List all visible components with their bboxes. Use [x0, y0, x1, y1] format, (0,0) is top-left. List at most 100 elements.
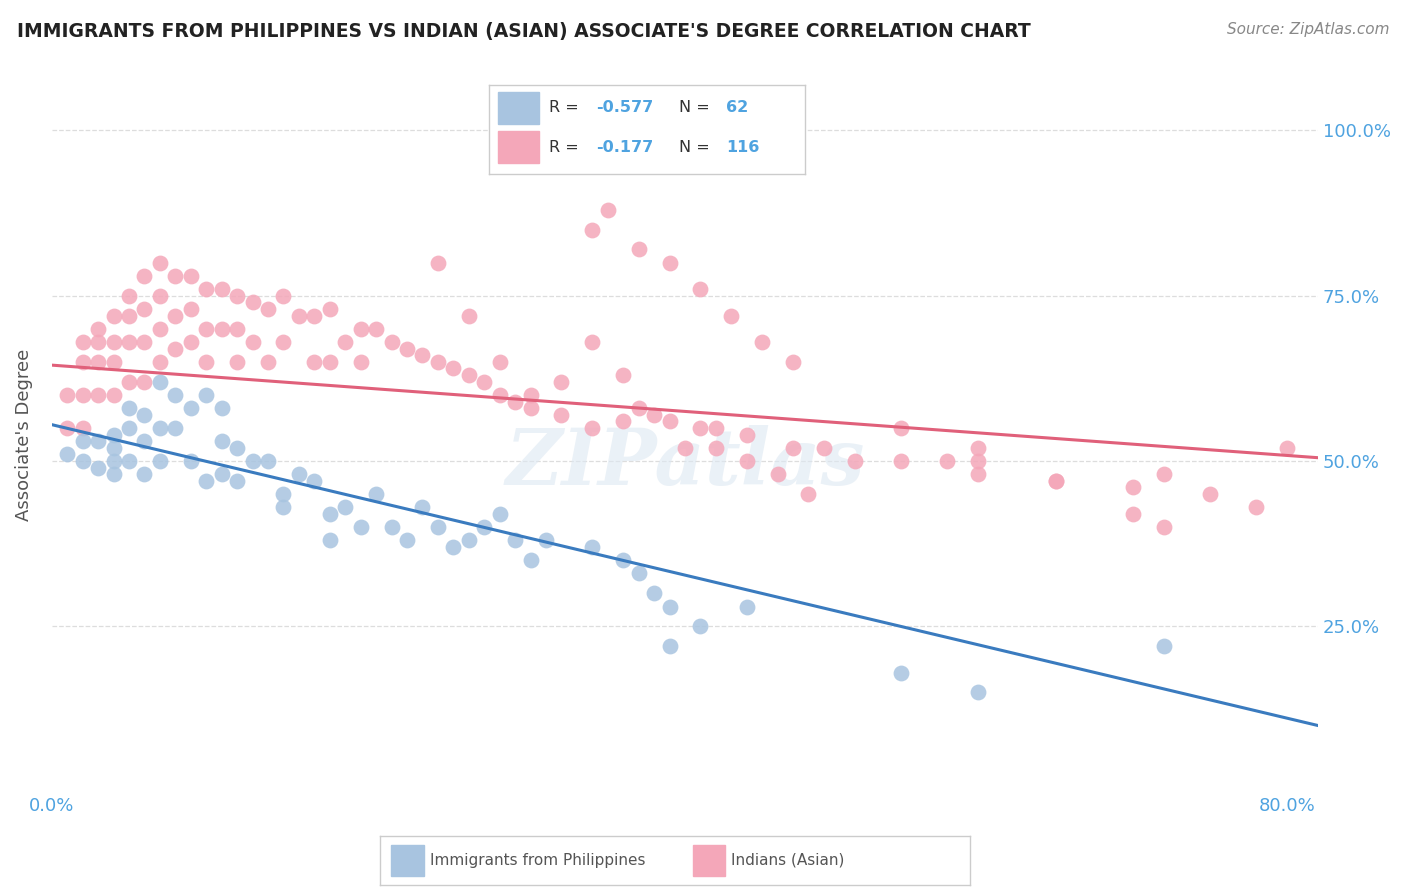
Point [180, 268, 202, 283]
Point [472, 375, 495, 389]
Point [118, 288, 141, 302]
Point [103, 467, 125, 482]
Point [118, 401, 141, 416]
Point [1277, 441, 1299, 455]
Point [242, 334, 264, 349]
Point [720, 309, 742, 323]
Point [304, 309, 326, 323]
Point [550, 408, 572, 422]
Point [411, 348, 433, 362]
Point [87, 460, 110, 475]
Point [165, 421, 187, 435]
Point [211, 434, 233, 449]
Point [519, 388, 541, 402]
Point [813, 441, 835, 455]
Point [72, 334, 94, 349]
Point [503, 533, 526, 548]
Point [304, 474, 326, 488]
Point [103, 441, 125, 455]
Point [56, 388, 79, 402]
Point [72, 355, 94, 369]
Point [1153, 639, 1175, 653]
Point [195, 355, 218, 369]
Point [534, 533, 557, 548]
Point [149, 355, 172, 369]
Point [134, 467, 156, 482]
Point [335, 334, 357, 349]
Point [658, 414, 681, 428]
Point [689, 619, 711, 633]
Point [319, 301, 342, 316]
Text: Immigrants from Philippines: Immigrants from Philippines [430, 853, 645, 868]
Point [87, 334, 110, 349]
Point [349, 355, 371, 369]
Point [766, 467, 789, 482]
Point [165, 388, 187, 402]
Point [257, 301, 280, 316]
Point [967, 454, 990, 468]
Point [149, 322, 172, 336]
Point [581, 222, 603, 236]
Point [180, 334, 202, 349]
Point [180, 301, 202, 316]
Point [319, 355, 342, 369]
Point [195, 322, 218, 336]
Point [689, 421, 711, 435]
Point [165, 268, 187, 283]
Point [751, 334, 773, 349]
Point [503, 394, 526, 409]
Point [195, 474, 218, 488]
Point [226, 288, 249, 302]
Point [364, 322, 387, 336]
Point [1246, 500, 1268, 515]
Point [658, 255, 681, 269]
Point [704, 441, 727, 455]
Point [797, 487, 820, 501]
Text: Indians (Asian): Indians (Asian) [731, 853, 845, 868]
Point [180, 401, 202, 416]
Point [118, 421, 141, 435]
Point [658, 599, 681, 614]
Point [257, 454, 280, 468]
Bar [693, 845, 725, 876]
Point [596, 202, 619, 217]
Point [550, 375, 572, 389]
Point [118, 334, 141, 349]
Point [226, 322, 249, 336]
Point [319, 533, 342, 548]
Point [581, 421, 603, 435]
Point [211, 401, 233, 416]
Point [134, 408, 156, 422]
Point [273, 334, 295, 349]
Point [273, 288, 295, 302]
Point [380, 334, 402, 349]
Point [319, 507, 342, 521]
Point [411, 500, 433, 515]
Point [627, 566, 650, 581]
Point [488, 355, 510, 369]
Point [1122, 507, 1144, 521]
Text: ZIPatlas: ZIPatlas [505, 425, 865, 501]
Point [103, 454, 125, 468]
Point [704, 421, 727, 435]
Point [72, 454, 94, 468]
Bar [391, 845, 425, 876]
Point [967, 685, 990, 699]
Point [134, 334, 156, 349]
Point [72, 434, 94, 449]
Point [380, 520, 402, 534]
Point [149, 454, 172, 468]
Point [195, 282, 218, 296]
Text: IMMIGRANTS FROM PHILIPPINES VS INDIAN (ASIAN) ASSOCIATE'S DEGREE CORRELATION CHA: IMMIGRANTS FROM PHILIPPINES VS INDIAN (A… [17, 22, 1031, 41]
Point [72, 388, 94, 402]
Point [967, 467, 990, 482]
Point [890, 454, 912, 468]
Point [288, 309, 311, 323]
Point [72, 421, 94, 435]
Point [149, 375, 172, 389]
Point [242, 454, 264, 468]
Point [335, 500, 357, 515]
Point [735, 427, 758, 442]
Point [226, 474, 249, 488]
Point [211, 282, 233, 296]
